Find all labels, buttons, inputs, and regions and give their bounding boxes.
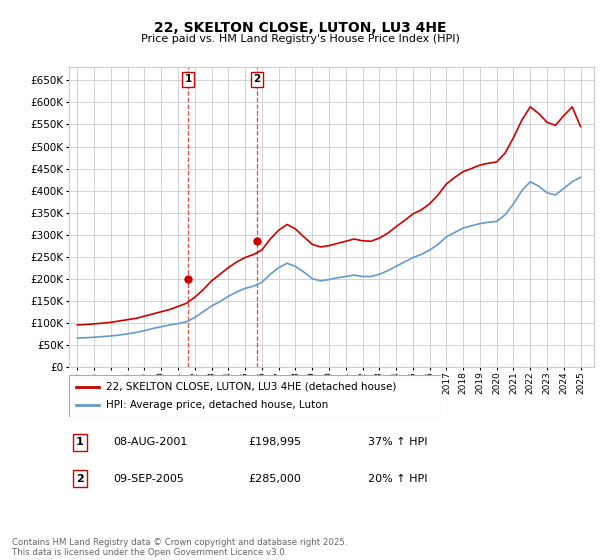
Text: 1: 1	[76, 437, 83, 447]
Text: HPI: Average price, detached house, Luton: HPI: Average price, detached house, Luto…	[106, 400, 328, 410]
Text: 2: 2	[253, 74, 260, 84]
FancyBboxPatch shape	[69, 375, 441, 417]
Text: £198,995: £198,995	[248, 437, 301, 447]
Text: Price paid vs. HM Land Registry's House Price Index (HPI): Price paid vs. HM Land Registry's House …	[140, 34, 460, 44]
Text: 2: 2	[76, 474, 83, 484]
Text: £285,000: £285,000	[248, 474, 301, 484]
Text: 22, SKELTON CLOSE, LUTON, LU3 4HE: 22, SKELTON CLOSE, LUTON, LU3 4HE	[154, 21, 446, 35]
Text: 22, SKELTON CLOSE, LUTON, LU3 4HE (detached house): 22, SKELTON CLOSE, LUTON, LU3 4HE (detac…	[106, 382, 397, 392]
Text: 1: 1	[184, 74, 192, 84]
Text: 37% ↑ HPI: 37% ↑ HPI	[368, 437, 427, 447]
Text: Contains HM Land Registry data © Crown copyright and database right 2025.
This d: Contains HM Land Registry data © Crown c…	[12, 538, 347, 557]
Text: 09-SEP-2005: 09-SEP-2005	[113, 474, 184, 484]
Text: 20% ↑ HPI: 20% ↑ HPI	[368, 474, 427, 484]
Text: 08-AUG-2001: 08-AUG-2001	[113, 437, 187, 447]
